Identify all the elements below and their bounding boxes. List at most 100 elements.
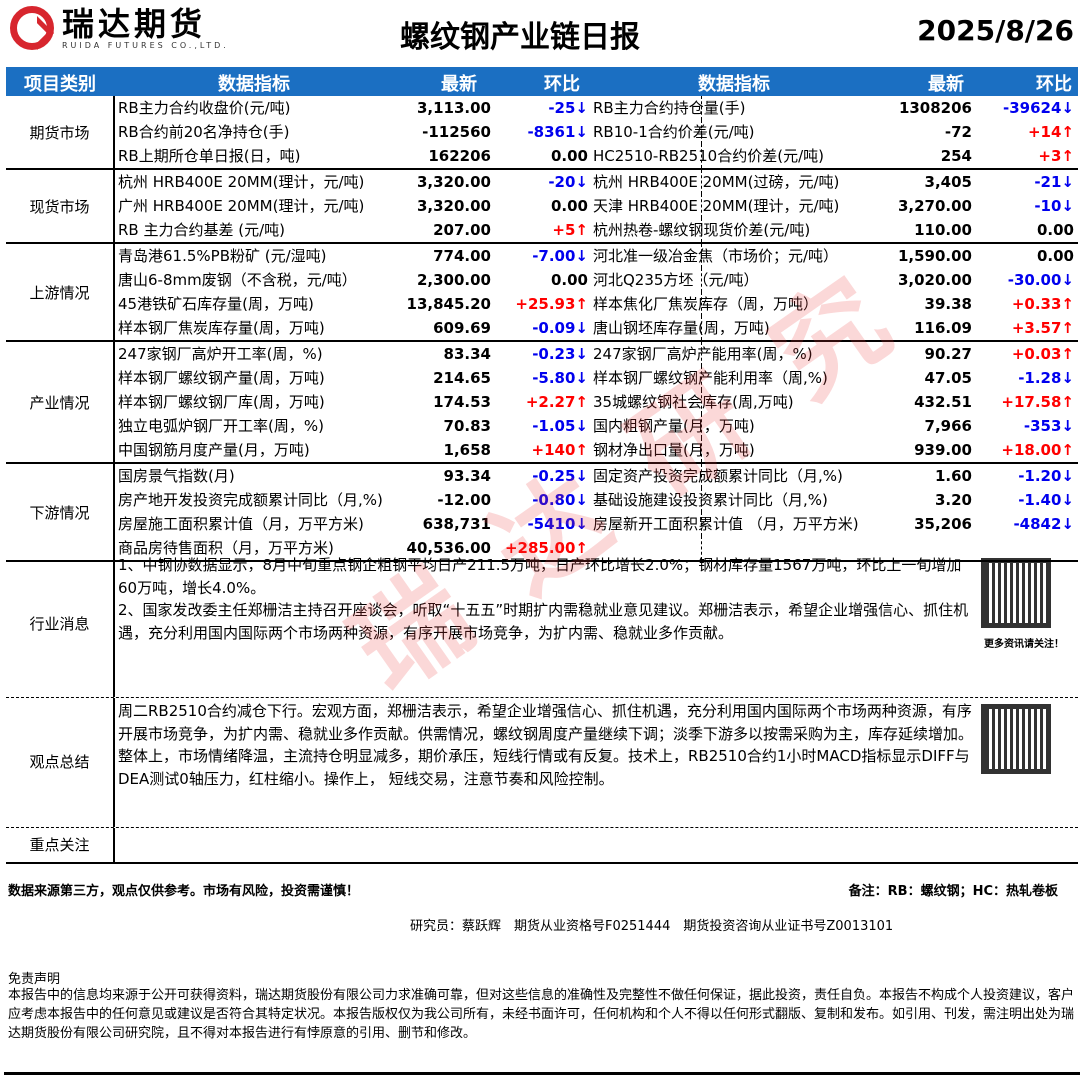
latest-value: 7,966 bbox=[924, 417, 972, 435]
table-row: 商品房待售面积（月，万平方米) 40,536.00 +285.00↑ bbox=[115, 536, 1078, 560]
indicator-name: RB主力合约收盘价(元/吨) bbox=[118, 99, 291, 117]
table-row: 247家钢厂高炉开工率(周，%) 83.34 -0.23↓ 247家钢厂高炉产能用率(… bbox=[115, 342, 1078, 366]
abbr-note: 备注：RB：螺纹钢；HC：热轧卷板 bbox=[848, 884, 1058, 899]
indicator-name: 唐山钢坯库存量(周，万吨) bbox=[593, 319, 770, 337]
table-row: 中国钢筋月度产量(月，万吨) 1,658 +140↑ 钢材净出口量(月，万吨) 939.… bbox=[115, 438, 1078, 462]
col-indicator: 数据指标 bbox=[218, 74, 290, 95]
col-latest: 最新 bbox=[441, 74, 477, 95]
indicator-name: RB10-1合约价差(元/吨) bbox=[593, 123, 755, 141]
table-row: RB合约前20名净持仓(手) -112560 -8361↓ RB10-1合约价差(元/… bbox=[115, 120, 1078, 144]
indicator-name: 样本钢厂螺纹钢产量(周，万吨) bbox=[118, 369, 325, 387]
indicator-name: 杭州 HRB400E 20MM(过磅，元/吨) bbox=[593, 173, 840, 191]
latest-value: 162206 bbox=[428, 147, 491, 165]
column-divider bbox=[701, 366, 702, 390]
latest-value: 47.05 bbox=[924, 369, 972, 387]
risk-warning: 数据来源第三方，观点仅供参考。市场有风险，投资需谨慎！ bbox=[8, 884, 360, 899]
disclaimer-title: 免责声明 bbox=[8, 972, 61, 987]
latest-value: 174.53 bbox=[433, 393, 491, 411]
section-1: 现货市场 杭州 HRB400E 20MM(理计，元/吨) 3,320.00 -20↓ 杭… bbox=[6, 170, 1078, 244]
change-value: +2.27↑ bbox=[525, 393, 588, 411]
change-value: +0.03↑ bbox=[1011, 345, 1074, 363]
table-row: 广州 HRB400E 20MM(理计，元/吨) 3,320.00 0.00 天津 HR… bbox=[115, 194, 1078, 218]
change-value: -30.00↓ bbox=[1007, 271, 1074, 289]
column-divider bbox=[701, 390, 702, 414]
report-date: 2025/8/26 bbox=[917, 14, 1074, 47]
news-text: 1、中钢协数据显示，8月中旬重点钢企粗钢平均日产211.5万吨，日产环比增长2.… bbox=[118, 556, 969, 642]
disclaimer-text: 本报告中的信息均来源于公开可获得资料，瑞达期货股份有限公司力求准确可靠，但对这些… bbox=[8, 988, 1075, 1041]
change-value: -8361↓ bbox=[527, 123, 588, 141]
latest-value: 3,320.00 bbox=[416, 197, 491, 215]
latest-value: 3,405 bbox=[924, 173, 972, 191]
news-category: 行业消息 bbox=[6, 552, 115, 697]
table-row: RB主力合约收盘价(元/吨) 3,113.00 -25↓ RB主力合约持仓量(手) 13… bbox=[115, 96, 1078, 120]
view-section: 观点总结 周二RB2510合约减仓下行。宏观方面，郑栅洁表示，希望企业增强信心、… bbox=[6, 698, 1078, 828]
change-value: +3.57↑ bbox=[1011, 319, 1074, 337]
report-title: 螺纹钢产业链日报 bbox=[400, 20, 640, 55]
column-divider bbox=[701, 512, 702, 536]
indicator-name: 247家钢厂高炉产能用率(周，%) bbox=[593, 345, 813, 363]
section-4: 下游情况 国房景气指数(月) 93.34 -0.25↓ 固定资产投资完成额累计同比（月,… bbox=[6, 464, 1078, 562]
table-row: 样本钢厂焦炭库存量(周，万吨) 609.69 -0.09↓ 唐山钢坯库存量(周，万吨)… bbox=[115, 316, 1078, 340]
indicator-name: 杭州热卷-螺纹钢现货价差(元/吨) bbox=[593, 221, 811, 239]
change-value: -5.80↓ bbox=[532, 369, 588, 387]
latest-value: -72 bbox=[944, 123, 972, 141]
column-divider bbox=[701, 292, 702, 316]
section-0: 期货市场 RB主力合约收盘价(元/吨) 3,113.00 -25↓ RB主力合约持仓量(… bbox=[6, 96, 1078, 170]
latest-value: 3,113.00 bbox=[416, 99, 491, 117]
table-row: 房产地开发投资完成额累计同比（月,%) -12.00 -0.80↓ 基础设施建设投资累… bbox=[115, 488, 1078, 512]
indicator-name: 45港铁矿石库存量(周，万吨) bbox=[118, 295, 314, 313]
latest-value: 609.69 bbox=[433, 319, 491, 337]
indicator-name: 中国钢筋月度产量(月，万吨) bbox=[118, 441, 310, 459]
change-value: -1.40↓ bbox=[1018, 491, 1074, 509]
indicator-name: HC2510-RB2510合约价差(元/吨) bbox=[593, 147, 824, 165]
latest-value: 774.00 bbox=[433, 247, 491, 265]
news-section: 行业消息 1、中钢协数据显示，8月中旬重点钢企粗钢平均日产211.5万吨，日产环… bbox=[6, 552, 1078, 698]
latest-value: 3,320.00 bbox=[416, 173, 491, 191]
column-divider bbox=[701, 268, 702, 292]
indicator-name: 河北Q235方坯（元/吨） bbox=[593, 271, 759, 289]
column-divider bbox=[701, 96, 702, 120]
latest-value: 3,020.00 bbox=[897, 271, 972, 289]
indicator-name: RB 主力合约基差 (元/吨) bbox=[118, 221, 286, 239]
latest-value: 35,206 bbox=[914, 515, 972, 533]
company-logo: 瑞达期货 RUIDA FUTURES CO.,LTD. bbox=[10, 6, 229, 50]
change-value: -353↓ bbox=[1023, 417, 1074, 435]
latest-value: 110.00 bbox=[914, 221, 972, 239]
table-row: 45港铁矿石库存量(周，万吨) 13,845.20 +25.93↑ 样本焦化厂焦炭库存… bbox=[115, 292, 1078, 316]
category-label: 上游情况 bbox=[6, 244, 115, 340]
indicator-name: 唐山6-8mm废钢（不含税，元/吨） bbox=[118, 271, 357, 289]
column-divider bbox=[701, 438, 702, 462]
change-value: +25.93↑ bbox=[515, 295, 588, 313]
col-category: 项目类别 bbox=[24, 74, 96, 95]
category-label: 产业情况 bbox=[6, 342, 115, 462]
column-divider bbox=[701, 464, 702, 488]
latest-value: 40,536.00 bbox=[406, 539, 491, 557]
change-value: -1.20↓ bbox=[1018, 467, 1074, 485]
latest-value: 1,590.00 bbox=[897, 247, 972, 265]
latest-value: 93.34 bbox=[443, 467, 491, 485]
table-row: 房屋施工面积累计值（月，万平方米) 638,731 -5410↓ 房屋新开工面积累计值… bbox=[115, 512, 1078, 536]
latest-value: 432.51 bbox=[914, 393, 972, 411]
indicator-name: RB上期所仓单日报(日，吨) bbox=[118, 147, 301, 165]
latest-value: 3.20 bbox=[934, 491, 972, 509]
indicator-name: 钢材净出口量(月，万吨) bbox=[593, 441, 755, 459]
table-row: RB 主力合约基差 (元/吨) 207.00 +5↑ 杭州热卷-螺纹钢现货价差(元/吨… bbox=[115, 218, 1078, 242]
col-indicator-2: 数据指标 bbox=[698, 74, 770, 95]
category-label: 期货市场 bbox=[6, 96, 115, 168]
column-divider bbox=[701, 244, 702, 268]
latest-value: 116.09 bbox=[914, 319, 972, 337]
change-value: -20↓ bbox=[548, 173, 588, 191]
indicator-name: 广州 HRB400E 20MM(理计，元/吨) bbox=[118, 197, 365, 215]
column-divider bbox=[701, 170, 702, 194]
latest-value: 638,731 bbox=[422, 515, 491, 533]
latest-value: 13,845.20 bbox=[406, 295, 491, 313]
latest-value: 1.60 bbox=[934, 467, 972, 485]
focus-section: 重点关注 bbox=[6, 828, 1078, 864]
change-value: -21↓ bbox=[1034, 173, 1074, 191]
latest-value: 1,658 bbox=[443, 441, 491, 459]
table-row: 样本钢厂螺纹钢产量(周，万吨) 214.65 -5.80↓ 样本钢厂螺纹钢产能利用率（… bbox=[115, 366, 1078, 390]
change-value: -39624↓ bbox=[1003, 99, 1074, 117]
indicator-name: 固定资产投资完成额累计同比（月,%) bbox=[593, 467, 843, 485]
indicator-name: RB合约前20名净持仓(手) bbox=[118, 123, 290, 141]
indicator-name: 样本钢厂螺纹钢厂库(周，万吨) bbox=[118, 393, 325, 411]
